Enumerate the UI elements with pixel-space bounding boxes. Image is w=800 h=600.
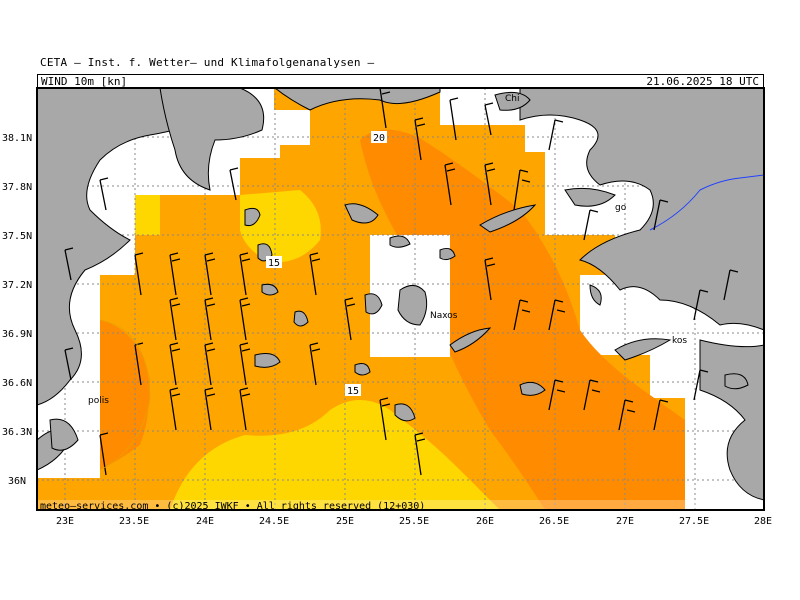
land-santorini xyxy=(394,403,416,422)
land-sifnos xyxy=(293,310,309,327)
land-attica xyxy=(159,88,265,191)
footer-credit: meteo—services.com • (c)2025 IWKF • All … xyxy=(40,501,425,512)
contour-labels: 20 15 15 xyxy=(266,131,387,397)
lat-tick: 38.1N xyxy=(2,133,32,144)
lon-tick: 25E xyxy=(336,516,354,527)
lat-tick: 36.9N xyxy=(2,329,32,340)
land-crete-west xyxy=(49,418,79,451)
lat-tick: 36N xyxy=(8,476,26,487)
land-turkey-south xyxy=(699,339,764,501)
place-label-kalamata: polis xyxy=(88,396,109,406)
border-line xyxy=(649,174,764,231)
land xyxy=(37,88,764,501)
place-labels: Chi go Naxos kos polis xyxy=(88,94,687,406)
contour-label-15b: 15 xyxy=(347,386,359,397)
map-frame xyxy=(36,87,765,511)
land-samos xyxy=(564,187,616,207)
contour-label-20: 20 xyxy=(373,133,385,144)
land-mykonos xyxy=(439,248,456,261)
lon-tick: 23.5E xyxy=(119,516,149,527)
land-leros xyxy=(589,284,602,306)
land-serifos xyxy=(261,283,279,296)
valid-time-label: 21.06.2025 18 UTC xyxy=(646,75,759,88)
land-ios xyxy=(354,363,371,376)
land-ikaria xyxy=(479,204,537,233)
lon-tick: 26E xyxy=(476,516,494,527)
land-milos xyxy=(254,353,281,368)
lon-tick: 27.5E xyxy=(679,516,709,527)
lat-axis: 38.1N 37.8N 37.5N 37.2N 36.9N 36.6N 36.3… xyxy=(2,133,32,487)
land-paros xyxy=(364,293,383,315)
lat-tick: 36.6N xyxy=(2,378,32,389)
land-kea xyxy=(244,207,261,226)
land-astypalea xyxy=(519,381,546,396)
lon-axis: 23E 23.5E 24E 24.5E 25E 25.5E 26E 26.5E … xyxy=(56,516,772,527)
land-evia xyxy=(274,88,441,111)
land-turkey xyxy=(519,88,764,331)
place-label-chios: Chi xyxy=(505,94,520,104)
lon-tick: 24E xyxy=(196,516,214,527)
place-label-kos: kos xyxy=(672,336,687,346)
variable-label: WIND 10m [kn] xyxy=(41,75,128,88)
land-rhodes-hint xyxy=(724,373,749,390)
land-chios xyxy=(494,91,531,111)
land-naxos xyxy=(397,285,428,326)
lat-tick: 36.3N xyxy=(2,427,32,438)
lon-tick: 28E xyxy=(754,516,772,527)
lon-tick: 25.5E xyxy=(399,516,429,527)
land-tinos xyxy=(389,235,411,248)
contours xyxy=(99,319,151,471)
wind-barbs xyxy=(64,88,739,476)
land-amorgos xyxy=(449,327,492,353)
lat-tick: 37.8N xyxy=(2,182,32,193)
lat-tick: 37.2N xyxy=(2,280,32,291)
wind-field-yellow-small xyxy=(135,195,160,235)
lon-tick: 27E xyxy=(616,516,634,527)
place-label-samos: go xyxy=(615,203,627,213)
lon-tick: 24.5E xyxy=(259,516,289,527)
land-andros xyxy=(344,203,379,224)
lon-tick: 26.5E xyxy=(539,516,569,527)
place-label-naxos: Naxos xyxy=(430,311,458,321)
land-kos xyxy=(614,338,672,361)
chart-subheader: WIND 10m [kn] 21.06.2025 18 UTC xyxy=(37,74,764,88)
wind-field-yellow-south xyxy=(170,400,500,510)
lon-tick: 23E xyxy=(56,516,74,527)
wind-field-dark-orange xyxy=(360,129,685,510)
chart-title: CETA — Inst. f. Wetter— und Klimafolgena… xyxy=(40,56,375,69)
lat-tick: 37.5N xyxy=(2,231,32,242)
contour-label-15a: 15 xyxy=(268,258,280,269)
